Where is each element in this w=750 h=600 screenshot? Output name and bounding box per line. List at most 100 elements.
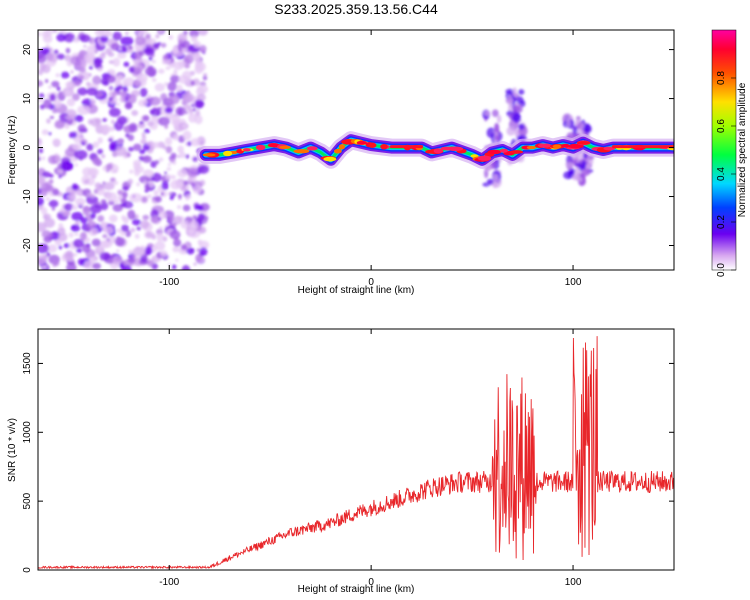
noise-blob <box>38 69 44 76</box>
noise-blob <box>71 183 79 191</box>
noise-blob <box>77 124 87 134</box>
noise-blob <box>114 236 126 247</box>
noise-blob <box>90 97 95 103</box>
noise-blob <box>141 135 147 140</box>
noise-blob <box>169 63 175 69</box>
noise-blob <box>60 71 70 79</box>
noise-blob <box>202 75 208 81</box>
noise-blob <box>38 32 41 37</box>
scatter-blob <box>512 87 518 98</box>
noise-blob <box>55 73 60 78</box>
noise-blob <box>112 57 121 67</box>
noise-blob <box>126 93 137 104</box>
noise-blob <box>65 114 73 121</box>
noise-blob <box>63 243 70 249</box>
noise-blob <box>72 93 80 101</box>
ridge-hotspot <box>603 146 616 151</box>
scatter-blob <box>491 109 499 118</box>
noise-blob <box>149 109 154 114</box>
scatter-blob <box>518 89 525 95</box>
noise-blob <box>111 253 115 257</box>
noise-blob <box>197 164 210 174</box>
noise-blob <box>82 206 91 216</box>
noise-blob <box>139 87 148 98</box>
noise-blob <box>153 190 159 196</box>
noise-blob <box>193 215 197 220</box>
noise-blob <box>125 202 131 207</box>
noise-blob <box>184 54 194 64</box>
noise-blob <box>81 141 85 146</box>
noise-blob <box>89 65 93 70</box>
noise-blob <box>38 187 42 196</box>
noise-blob <box>189 30 199 38</box>
noise-blob <box>64 147 77 157</box>
noise-blob <box>142 214 150 220</box>
noise-blob <box>52 30 58 33</box>
colorbar-ticks: 0.0 0.2 0.4 0.6 0.8 <box>716 71 736 277</box>
snr-xtick-label: 100 <box>565 577 582 588</box>
noise-blob <box>167 263 171 267</box>
noise-blob <box>122 82 130 87</box>
noise-blob <box>127 134 135 141</box>
noise-blob <box>177 145 184 154</box>
noise-blob <box>136 226 142 231</box>
noise-blob <box>197 239 203 245</box>
noise-blob <box>65 47 71 54</box>
noise-blob <box>81 244 91 253</box>
noise-blob <box>196 100 205 108</box>
noise-blob <box>89 204 102 214</box>
noise-blob <box>168 34 174 40</box>
spectrogram-ytick-label: -10 <box>22 189 33 204</box>
noise-blob <box>101 51 106 56</box>
noise-blob <box>119 96 127 103</box>
noise-blob <box>150 215 160 224</box>
noise-blob <box>89 256 96 264</box>
noise-blob <box>102 117 107 122</box>
noise-blob <box>117 140 122 145</box>
noise-blob <box>135 36 146 46</box>
snr-ytick-label: 1000 <box>22 421 33 444</box>
noise-blob <box>198 30 208 36</box>
noise-blob <box>44 78 49 84</box>
noise-blob <box>164 124 169 129</box>
noise-blob <box>123 61 130 67</box>
noise-blob <box>158 226 164 230</box>
noise-blob <box>86 143 94 151</box>
noise-blob <box>101 153 106 159</box>
noise-blob <box>160 42 167 48</box>
noise-blob <box>38 156 41 161</box>
noise-blob <box>128 249 133 255</box>
noise-blob <box>145 231 153 238</box>
noise-blob <box>56 33 66 42</box>
noise-blob <box>117 189 123 195</box>
noise-blob <box>186 229 194 237</box>
noise-blob <box>49 115 55 120</box>
noise-blob <box>86 45 96 54</box>
noise-blob <box>52 188 60 196</box>
spectrogram-ytick-label: 0 <box>22 144 33 150</box>
noise-blob <box>199 48 205 53</box>
colorbar-tick-label: 0.6 <box>716 119 727 133</box>
noise-blob <box>58 223 64 229</box>
noise-blob <box>92 75 102 86</box>
scatter-blob <box>512 112 521 123</box>
ridge-hotspot <box>568 143 584 149</box>
noise-blob <box>192 52 201 59</box>
noise-blob <box>56 53 65 60</box>
noise-blob <box>168 191 172 196</box>
noise-blob <box>167 81 177 92</box>
noise-blob <box>86 176 95 186</box>
scatter-blob <box>496 114 502 124</box>
scatter-blob <box>581 159 587 170</box>
noise-blob <box>74 163 78 167</box>
noise-blob <box>112 93 115 97</box>
ridge-hotspot <box>538 143 552 148</box>
noise-blob <box>117 196 122 200</box>
noise-blob <box>92 156 101 166</box>
noise-blob <box>203 73 208 77</box>
noise-blob <box>77 132 84 140</box>
noise-blob <box>99 252 111 261</box>
noise-blob <box>91 238 101 247</box>
noise-blob <box>73 37 80 43</box>
